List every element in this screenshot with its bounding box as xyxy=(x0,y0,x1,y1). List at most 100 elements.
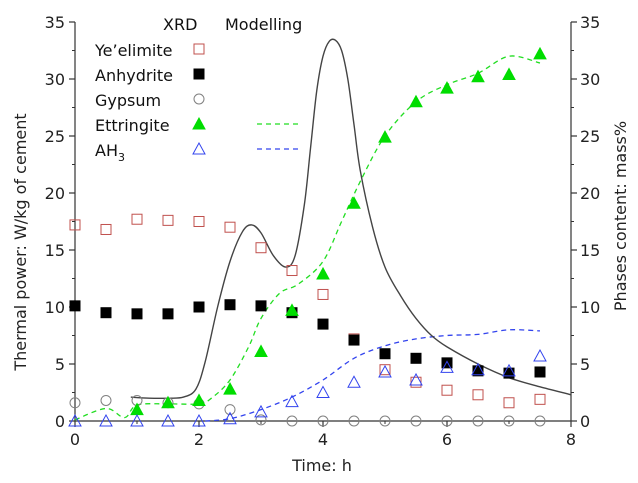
point-ettringite xyxy=(347,196,361,209)
point-yeelimite xyxy=(379,364,391,376)
x-tick-label: 0 xyxy=(70,430,80,449)
point-ettringite xyxy=(254,344,268,357)
y-right-tick-label: 25 xyxy=(580,127,600,146)
legend-label-anhydrite: Anhydrite xyxy=(95,66,173,85)
y-right-tick-label: 15 xyxy=(580,241,600,260)
legend: XRD Modelling Ye’elimite Anhydrite Gypsu… xyxy=(94,15,302,164)
xrd-points xyxy=(68,46,547,427)
point-ettringite xyxy=(502,67,516,80)
point-ettringite xyxy=(161,395,175,409)
point-ah3 xyxy=(192,413,206,427)
y-right-tick-label: 5 xyxy=(580,355,590,374)
point-gypsum xyxy=(348,415,360,427)
point-gypsum xyxy=(410,415,422,427)
point-ettringite xyxy=(471,69,485,83)
point-yeelimite xyxy=(193,216,205,227)
point-ah3 xyxy=(130,413,144,427)
point-gypsum xyxy=(317,415,329,427)
point-yeelimite xyxy=(69,219,81,231)
point-yeelimite xyxy=(534,393,546,405)
legend-label-gypsum: Gypsum xyxy=(95,91,161,110)
legend-marker-yeelimite xyxy=(193,43,205,55)
thermal-power-line xyxy=(130,38,572,400)
legend-marker-ah3 xyxy=(192,141,206,155)
point-ah3 xyxy=(471,362,485,376)
point-gypsum xyxy=(472,415,484,427)
point-yeelimite xyxy=(131,213,143,225)
point-yeelimite xyxy=(162,214,174,226)
point-yeelimite xyxy=(317,288,329,300)
point-anhydrite xyxy=(534,366,546,378)
point-anhydrite xyxy=(193,301,205,313)
point-ettringite xyxy=(285,303,299,316)
point-ettringite xyxy=(409,94,423,108)
y-left-tick-label: 35 xyxy=(45,13,65,32)
legend-header-modelling: Modelling xyxy=(225,15,302,34)
point-ah3 xyxy=(378,364,392,378)
point-ettringite xyxy=(316,266,330,280)
point-ah3 xyxy=(409,372,423,386)
legend-label-ettringite: Ettringite xyxy=(95,116,170,135)
point-anhydrite xyxy=(162,308,174,320)
y-right-tick-label: 20 xyxy=(580,184,600,203)
point-yeelimite xyxy=(441,384,453,396)
point-anhydrite xyxy=(317,318,329,330)
point-anhydrite xyxy=(503,367,515,379)
legend-header-xrd: XRD xyxy=(163,15,197,34)
point-ah3 xyxy=(223,411,237,425)
point-anhydrite xyxy=(410,352,422,364)
point-gypsum xyxy=(255,414,267,426)
model-line-ettringite xyxy=(74,55,541,421)
point-gypsum xyxy=(534,415,546,427)
point-gypsum xyxy=(441,415,453,427)
point-yeelimite xyxy=(100,223,112,235)
point-ettringite xyxy=(130,402,144,416)
legend-marker-ettringite xyxy=(192,116,206,130)
point-anhydrite xyxy=(472,365,484,377)
y-right-tick-label: 10 xyxy=(580,298,600,317)
point-anhydrite xyxy=(100,307,112,319)
point-gypsum xyxy=(286,415,298,427)
point-anhydrite xyxy=(379,348,391,360)
y-left-tick-label: 30 xyxy=(45,70,65,89)
model-lines xyxy=(74,55,541,422)
y-axis-right-title: Phases content: mass% xyxy=(611,121,630,311)
point-ah3 xyxy=(285,394,299,408)
point-ah3 xyxy=(440,360,454,373)
legend-marker-anhydrite xyxy=(193,68,205,80)
point-anhydrite xyxy=(348,334,360,346)
point-ah3 xyxy=(533,348,547,362)
point-yeelimite xyxy=(255,242,267,254)
x-tick-label: 6 xyxy=(442,430,452,449)
y-axis-left-title: Thermal power: W/kg of cement xyxy=(11,113,30,371)
point-ah3 xyxy=(68,413,82,427)
point-ah3 xyxy=(99,413,113,427)
point-anhydrite xyxy=(69,300,81,312)
y-left-tick-label: 0 xyxy=(55,412,65,431)
point-yeelimite xyxy=(472,389,484,401)
legend-label-ah3-subscript: 3 xyxy=(118,151,125,164)
point-yeelimite xyxy=(224,221,236,233)
y-right-tick-label: 30 xyxy=(580,70,600,89)
y-left-tick-label: 25 xyxy=(45,127,65,146)
point-gypsum xyxy=(224,404,236,416)
point-ettringite xyxy=(440,81,454,94)
point-ah3 xyxy=(254,404,268,418)
point-anhydrite xyxy=(131,308,143,320)
legend-label-ah3: AH3 xyxy=(95,141,125,164)
thermal-power-curve xyxy=(130,38,572,400)
x-tick-label: 2 xyxy=(194,430,204,449)
x-axis-title: Time: h xyxy=(291,456,352,475)
point-ah3 xyxy=(161,413,175,427)
point-ah3 xyxy=(347,375,361,388)
point-gypsum xyxy=(503,415,515,427)
point-ettringite xyxy=(378,130,392,143)
point-gypsum xyxy=(379,415,391,427)
legend-marker-gypsum xyxy=(193,93,205,105)
point-ah3 xyxy=(502,363,516,377)
point-gypsum xyxy=(69,397,81,409)
point-ettringite xyxy=(223,382,237,395)
point-anhydrite xyxy=(224,299,236,311)
